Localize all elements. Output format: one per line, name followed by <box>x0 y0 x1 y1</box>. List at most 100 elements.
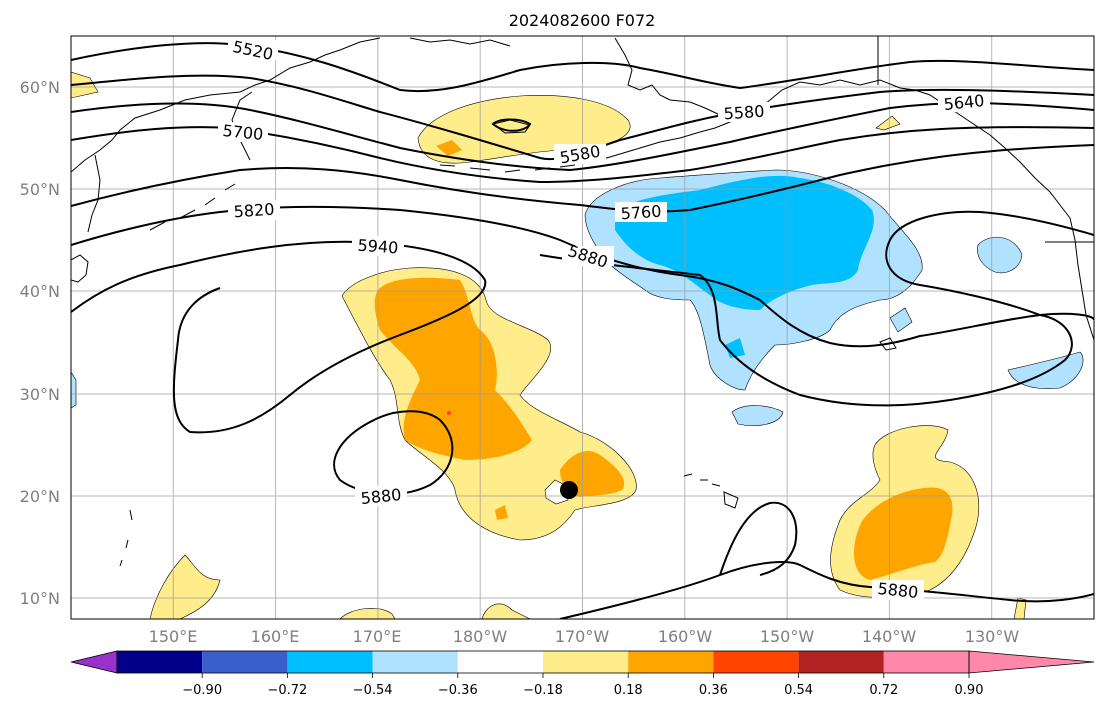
label-bg <box>872 580 924 600</box>
colorbar-tick-label: 0.54 <box>784 683 813 698</box>
colorbar-segment <box>202 651 288 673</box>
colorbar-tick-label: −0.18 <box>523 683 563 698</box>
colorbar-segment <box>883 651 969 673</box>
contour-label-5760: 5760 <box>620 202 662 224</box>
label-bg <box>355 486 407 506</box>
contour-5760 <box>71 144 1094 213</box>
lon-tick-label: 170°E <box>353 627 402 646</box>
colorbar-tick-label: −0.72 <box>267 683 307 698</box>
negative-anomaly-small-c <box>731 405 784 426</box>
colorbar-ticks <box>201 673 970 678</box>
map-area: 5520 5700 5580 5580 5640 5760 5820 5940 … <box>71 36 1094 619</box>
label-bg <box>554 144 606 164</box>
label-bg <box>218 122 268 142</box>
label-bg <box>615 202 667 222</box>
contour-label-group: 5520 5700 5580 5580 5640 5760 5820 5940 … <box>218 37 990 602</box>
lat-axis: 60°N 50°N 40°N 30°N 20°N 10°N <box>20 78 60 608</box>
coastline-hawaii <box>683 473 739 509</box>
contour-5880-west <box>333 410 454 496</box>
colorbar-tick-label: −0.90 <box>182 683 222 698</box>
border-canada-us <box>877 36 1094 243</box>
coastline-kuril <box>149 183 236 231</box>
colorbar-tick-label: 0.72 <box>869 683 898 698</box>
coastline-kamchatka-west <box>231 91 253 161</box>
negative-anomaly-small-a <box>977 236 1023 274</box>
coastline-japan-north <box>71 254 89 283</box>
colorbar-segment <box>372 651 458 673</box>
colorbar-tick-label: 0.18 <box>614 683 643 698</box>
island-small2 <box>119 509 133 567</box>
island-small3 <box>491 119 531 134</box>
lat-tick-label: 60°N <box>20 78 60 97</box>
positive-anomaly-central-core <box>374 277 532 460</box>
colorbar-extend-low <box>70 650 118 674</box>
positive-anomaly-small-b <box>339 607 396 619</box>
colorbar-segment <box>543 651 629 673</box>
contour-small-ring <box>491 118 532 132</box>
lon-tick-label: 150°E <box>149 627 198 646</box>
colorbar-segment <box>798 651 884 673</box>
contour-5880-main <box>539 210 1094 407</box>
anomaly-spot <box>447 411 451 415</box>
lon-tick-label: 160°E <box>251 627 300 646</box>
colorbar-segment <box>457 651 543 673</box>
contour-label-5940: 5940 <box>357 236 399 258</box>
storm-center-marker <box>560 481 578 499</box>
lat-tick-label: 20°N <box>20 487 60 506</box>
colorbar: −0.90 −0.72 −0.54 −0.36 −0.18 0.18 0.36 … <box>70 650 1095 698</box>
contour-5640 <box>71 102 1094 172</box>
contour-5940-outer <box>71 240 487 434</box>
label-bg <box>562 246 614 266</box>
colorbar-segment <box>628 651 714 673</box>
negative-anomaly-small-d <box>889 307 913 333</box>
positive-anomaly-small-f <box>1013 597 1027 619</box>
contour-label-5640: 5640 <box>943 91 985 114</box>
positive-anomaly-small-a <box>149 554 221 619</box>
lon-tick-label: 170°W <box>555 627 610 646</box>
lat-tick-label: 30°N <box>20 385 60 404</box>
colorbar-tick-label: 0.90 <box>955 683 984 698</box>
colorbar-tick-label: −0.54 <box>353 683 393 698</box>
positive-anomaly-small-e <box>875 115 901 131</box>
lat-tick-label: 10°N <box>20 589 60 608</box>
gridlines <box>71 36 1094 619</box>
label-bg <box>228 40 278 60</box>
lon-tick-label: 180°W <box>453 627 508 646</box>
lon-tick-label: 130°W <box>965 627 1020 646</box>
contour-label-5880-west: 5880 <box>360 485 402 508</box>
lon-tick-label: 160°W <box>658 627 713 646</box>
colorbar-segment <box>713 651 799 673</box>
contour-label-5580-north: 5580 <box>723 102 765 124</box>
label-bg <box>352 236 404 256</box>
positive-anomaly-small-c <box>481 603 531 619</box>
colorbar-segment <box>287 651 373 673</box>
contour-label-5820: 5820 <box>233 200 275 222</box>
lon-tick-label: 150°W <box>760 627 815 646</box>
negative-anomaly-core <box>615 175 874 310</box>
negative-anomaly-small-e <box>71 371 77 409</box>
colorbar-tick-label: −0.36 <box>438 683 478 698</box>
contour-label-5700: 5700 <box>222 121 264 144</box>
lat-tick-label: 40°N <box>20 282 60 301</box>
coastline-pnw <box>1069 217 1094 341</box>
coastline-alaska-peninsula <box>599 119 736 161</box>
label-bg <box>938 92 990 112</box>
contour-5880-lowlat <box>559 501 1094 619</box>
coastline-kamchatka <box>71 37 381 173</box>
island-small <box>879 337 897 351</box>
coastline-bc <box>989 134 1071 219</box>
label-bg <box>718 102 770 122</box>
positive-anomaly-central-dot <box>495 505 508 520</box>
lon-tick-label: 140°W <box>862 627 917 646</box>
positive-anomaly-southeast-core <box>854 487 953 580</box>
coastline-sakhalin <box>87 154 101 233</box>
colorbar-extend-high <box>968 650 1095 674</box>
lat-tick-label: 50°N <box>20 180 60 199</box>
lon-axis: 150°E 160°E 170°E 180°W 170°W 160°W 150°… <box>149 627 1020 646</box>
positive-anomaly-small-d <box>71 71 99 99</box>
colorbar-tick-label: 0.36 <box>699 683 728 698</box>
contour-label-5880-south: 5880 <box>877 579 919 602</box>
colorbar-segment <box>117 651 203 673</box>
map-frame <box>70 35 1095 620</box>
